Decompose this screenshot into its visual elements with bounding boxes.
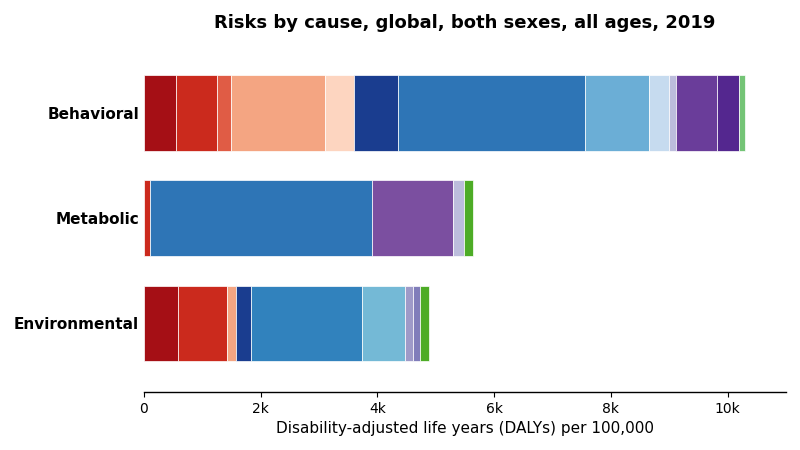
Bar	[354, 75, 398, 151]
Bar	[150, 180, 371, 256]
Bar	[250, 286, 362, 361]
Bar	[325, 75, 354, 151]
Bar	[676, 75, 718, 151]
Bar	[231, 75, 325, 151]
Title: Risks by cause, global, both sexes, all ages, 2019: Risks by cause, global, both sexes, all …	[214, 14, 716, 32]
Bar	[718, 75, 739, 151]
Bar	[362, 286, 406, 361]
Bar	[398, 75, 585, 151]
Bar	[464, 180, 473, 256]
Bar	[420, 286, 429, 361]
Bar	[144, 75, 176, 151]
Bar	[670, 75, 676, 151]
Bar	[178, 286, 227, 361]
Bar	[739, 75, 746, 151]
Bar	[227, 286, 236, 361]
Bar	[454, 180, 464, 256]
Bar	[649, 75, 670, 151]
Bar	[217, 75, 231, 151]
Bar	[144, 180, 150, 256]
X-axis label: Disability-adjusted life years (DALYs) per 100,000: Disability-adjusted life years (DALYs) p…	[276, 421, 654, 436]
Bar	[144, 286, 178, 361]
Bar	[176, 75, 217, 151]
Bar	[413, 286, 420, 361]
Bar	[371, 180, 454, 256]
Bar	[236, 286, 250, 361]
Bar	[406, 286, 413, 361]
Bar	[585, 75, 649, 151]
